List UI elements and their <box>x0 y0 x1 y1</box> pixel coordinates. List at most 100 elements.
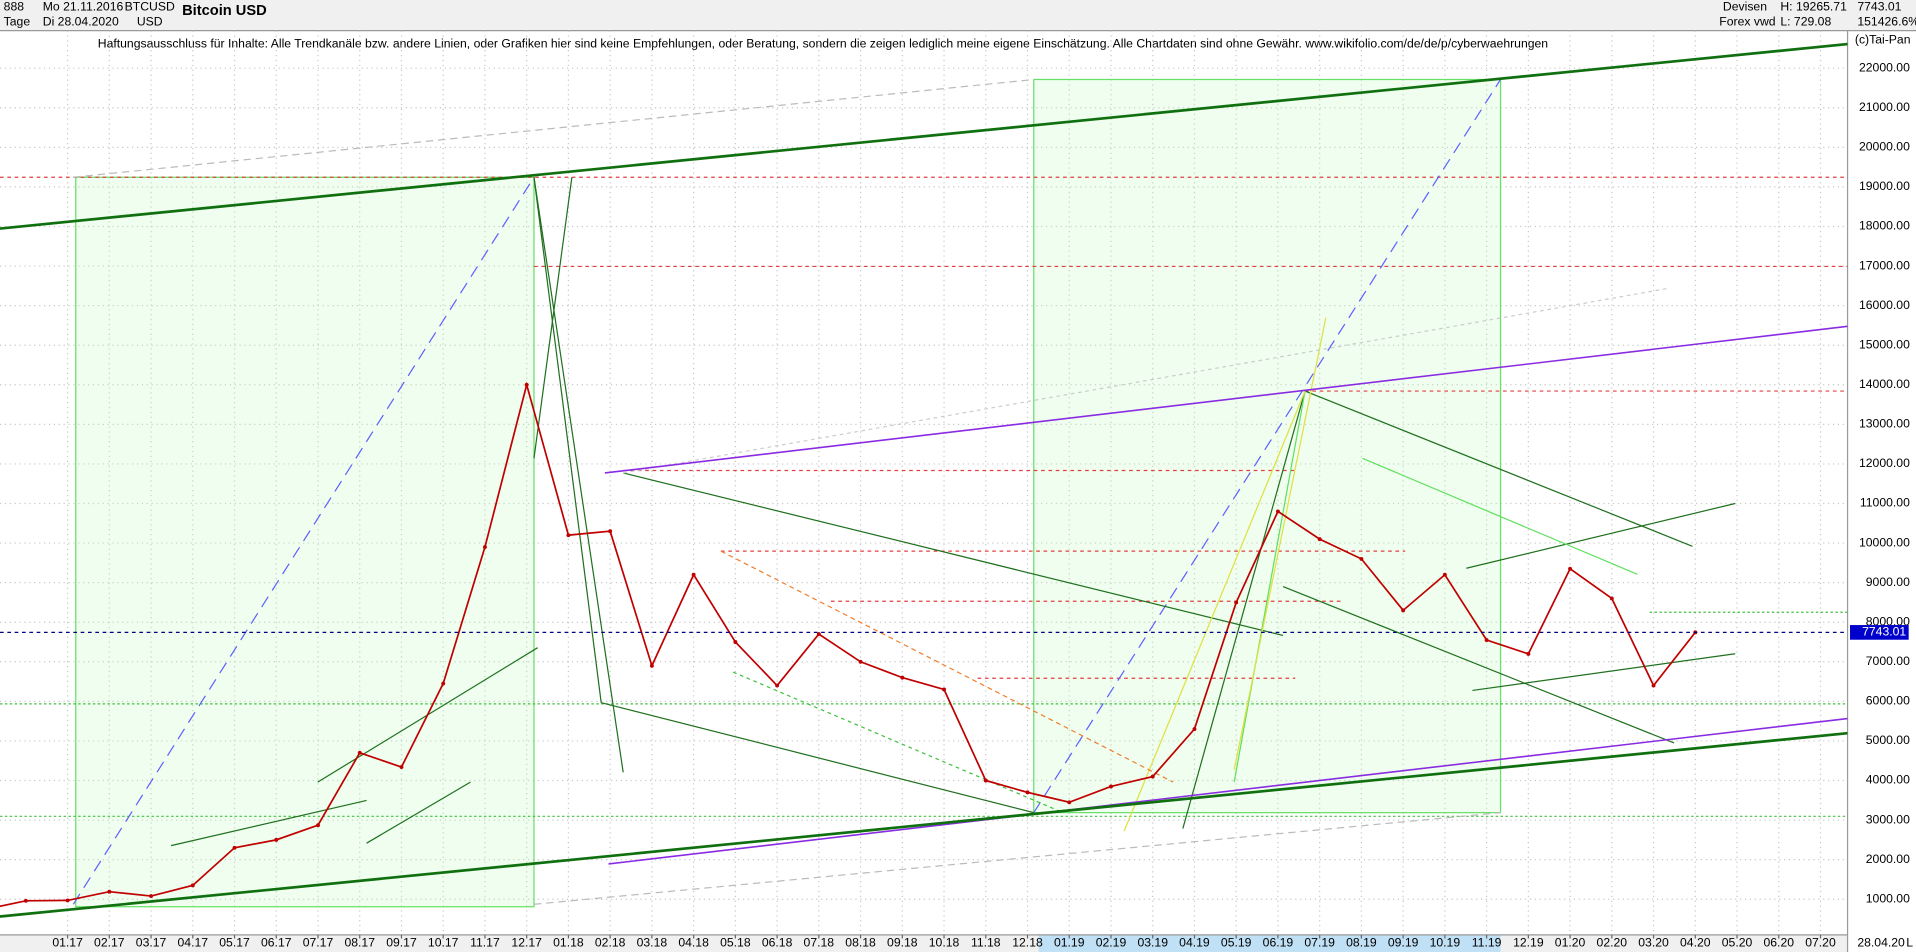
price-point <box>1526 651 1531 656</box>
y-tick-label: 4000.00 <box>1866 773 1910 787</box>
x-tick-label: 09.17 <box>386 936 417 950</box>
x-tick-label: 09.18 <box>887 936 918 950</box>
trend-line <box>1466 502 1736 569</box>
y-tick-label: 10000.00 <box>1859 535 1910 549</box>
y-tick-label: 11000.00 <box>1860 496 1910 510</box>
price-point <box>399 765 404 770</box>
x-tick-label: 04.19 <box>1179 936 1210 950</box>
grid <box>0 30 1848 939</box>
x-tick-label: 03.18 <box>637 936 668 950</box>
x-tick-label: 01.18 <box>553 936 584 950</box>
price-point <box>1234 600 1239 605</box>
y-tick-label: 17000.00 <box>1859 258 1910 272</box>
trend-line <box>1123 390 1306 832</box>
y-tick-label: 2000.00 <box>1866 852 1910 866</box>
x-tick-label: 07.17 <box>303 936 334 950</box>
price-point <box>316 823 320 828</box>
price-point <box>107 889 112 894</box>
y-tick-label: 21000.00 <box>1859 100 1910 114</box>
trend-line <box>604 325 1848 474</box>
market: Devisen <box>1723 0 1767 14</box>
y-tick-label: 1000.00 <box>1866 891 1910 905</box>
trend-line <box>1233 317 1327 770</box>
y-tick-label: 18000.00 <box>1859 219 1910 233</box>
disclaimer: Haftungsausschluss für Inhalte: Alle Tre… <box>98 36 1548 50</box>
x-axis-highlight <box>1038 934 1501 952</box>
trend-line <box>72 176 535 905</box>
x-tick-label: 02.17 <box>94 936 125 950</box>
price-point <box>149 894 154 899</box>
trend-line <box>601 702 1034 814</box>
price-point <box>357 750 362 755</box>
last-price-label: 7743.01 <box>1862 625 1906 639</box>
price-point <box>441 681 446 686</box>
price-point <box>691 572 696 577</box>
trend-line <box>720 550 1174 783</box>
period[interactable]: Tage <box>4 14 31 28</box>
x-tick-label: 08.17 <box>344 936 375 950</box>
price-point <box>524 382 529 387</box>
axis-date: 28.04.20 <box>1857 936 1905 950</box>
price-line <box>0 381 1696 908</box>
x-tick-label: 11.18 <box>971 936 1001 950</box>
trend-line <box>1362 457 1638 575</box>
copyright: (c)Tai-Pan <box>1855 33 1911 47</box>
x-tick-label: 12.19 <box>1513 936 1544 950</box>
trend-line <box>1472 653 1736 692</box>
x-tick-label: 02.20 <box>1597 936 1628 950</box>
y-tick-label: 5000.00 <box>1866 733 1910 747</box>
price-point <box>566 533 571 538</box>
price-point <box>1109 784 1113 789</box>
x-tick-label: 01.17 <box>52 936 83 950</box>
y-tick-label: 15000.00 <box>1859 337 1910 351</box>
data <box>0 381 1848 908</box>
price-point <box>65 898 70 903</box>
trend-line <box>1304 390 1693 547</box>
end-date: Di 28.04.2020 <box>43 14 119 28</box>
x-tick-label: 06.19 <box>1263 936 1294 950</box>
x-tick-label: 10.18 <box>929 936 960 950</box>
x-tick-label: 10.19 <box>1430 936 1461 950</box>
price-point <box>1275 509 1280 514</box>
x-tick-label: 05.20 <box>1722 936 1753 950</box>
price-point <box>1442 572 1447 577</box>
trend-line <box>1182 390 1306 829</box>
x-tick-label: 03.17 <box>136 936 167 950</box>
x-tick-label: 02.18 <box>595 936 626 950</box>
symbol-no[interactable]: 888 <box>4 0 25 14</box>
price-point <box>274 837 279 842</box>
price-point <box>733 640 738 644</box>
x-tick-label: 07.20 <box>1805 936 1836 950</box>
price-point <box>1401 608 1406 613</box>
x-tick-label: 03.19 <box>1137 936 1168 950</box>
price-point <box>1150 774 1155 779</box>
trend-line <box>533 812 1501 905</box>
trend-line <box>366 781 471 844</box>
x-tick-label: 04.18 <box>678 936 709 950</box>
price-point <box>1651 683 1656 688</box>
trend-line <box>608 717 1848 865</box>
x-tick-label: 05.17 <box>219 936 250 950</box>
trend-line <box>732 671 1064 814</box>
y-tick-label: 20000.00 <box>1859 140 1910 154</box>
price-point <box>1025 790 1030 795</box>
trend-line <box>73 78 1034 178</box>
x-tick-label: 06.18 <box>762 936 793 950</box>
trend-line <box>533 177 602 703</box>
y-tick-label: 13000.00 <box>1859 417 1910 431</box>
price-point <box>1067 800 1072 805</box>
drawings <box>0 42 1848 918</box>
trend-line <box>0 731 1848 918</box>
x-tick-label: 07.19 <box>1304 936 1335 950</box>
x-tick-label: 02.19 <box>1096 936 1127 950</box>
price-point <box>482 545 487 549</box>
x-tick-label: 06.20 <box>1763 936 1794 950</box>
x-tick-label: 05.19 <box>1221 936 1252 950</box>
price-point <box>608 529 613 534</box>
price-point <box>1484 638 1489 642</box>
x-tick-label: 04.17 <box>178 936 209 950</box>
y-tick-label: 12000.00 <box>1859 456 1910 470</box>
change: 151426.6% <box>1857 14 1916 28</box>
x-tick-label: 01.20 <box>1555 936 1586 950</box>
